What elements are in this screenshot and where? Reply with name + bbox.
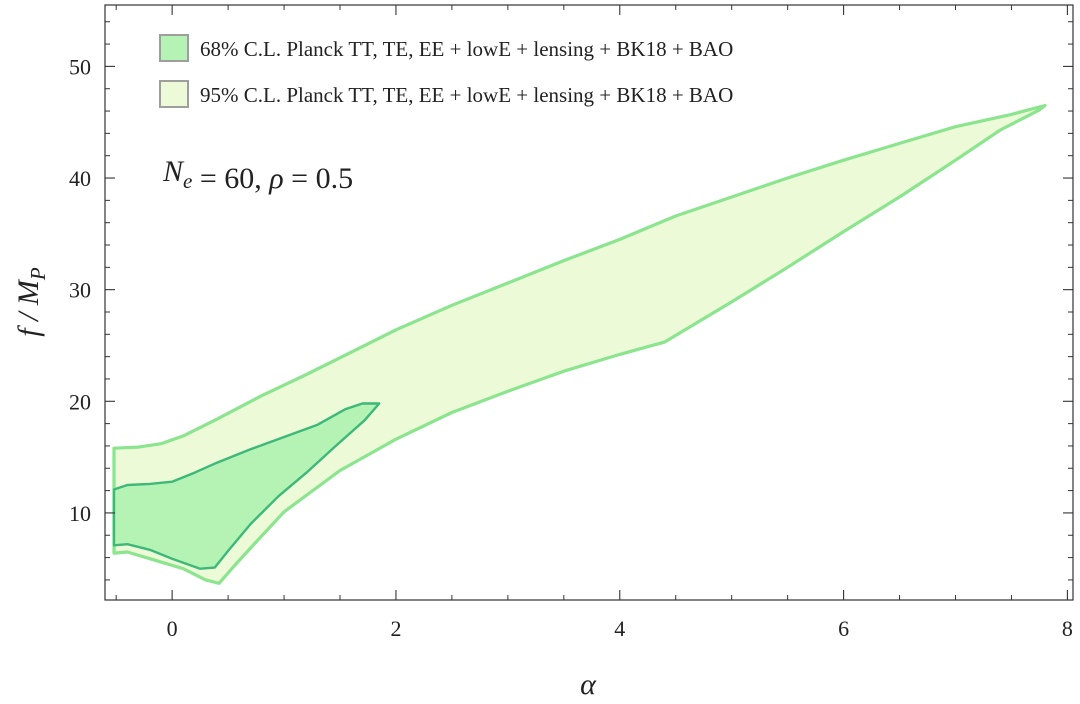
y-tick-label: 20 <box>69 389 91 414</box>
y-tick-label: 40 <box>69 166 91 191</box>
axis-ticks: 0 2 4 6 8 10 20 30 40 50 <box>69 5 1073 641</box>
x-axis-title: α <box>580 668 597 701</box>
legend: 68% C.L. Planck TT, TE, EE + lowE + lens… <box>159 34 733 108</box>
y-tick-label: 30 <box>69 278 91 303</box>
y-tick-label: 10 <box>69 501 91 526</box>
legend-swatch-68 <box>159 34 189 62</box>
x-tick-label: 0 <box>167 616 178 641</box>
parameter-annotation: Ne = 60, ρ = 0.5 <box>162 155 353 195</box>
region-95-cl <box>112 103 1047 585</box>
x-tick-label: 4 <box>614 616 625 641</box>
x-tick-label: 2 <box>390 616 401 641</box>
legend-label-95: 95% C.L. Planck TT, TE, EE + lowE + lens… <box>200 83 733 107</box>
plot-frame <box>104 4 1074 601</box>
y-tick-label: 50 <box>69 54 91 79</box>
legend-swatch-95 <box>159 80 189 108</box>
x-tick-label: 8 <box>1062 616 1073 641</box>
legend-label-68: 68% C.L. Planck TT, TE, EE + lowE + lens… <box>200 37 733 61</box>
y-axis-title: f / MP <box>12 267 50 337</box>
x-tick-label: 6 <box>838 616 849 641</box>
confidence-regions <box>112 103 1047 585</box>
region-68-cl <box>112 402 381 570</box>
